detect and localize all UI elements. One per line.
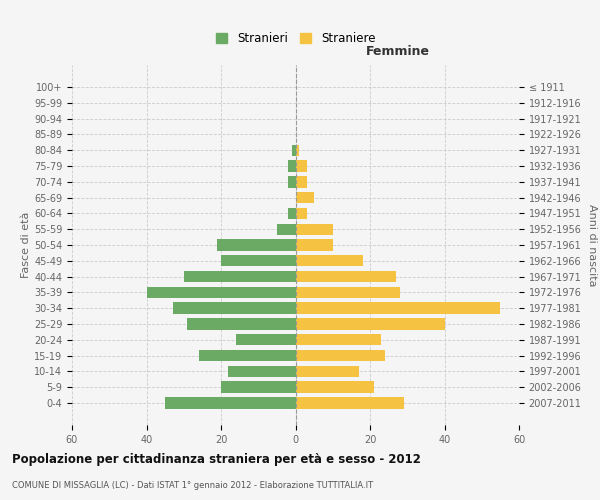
Bar: [296, 398, 404, 408]
Bar: [199, 350, 296, 362]
Bar: [296, 240, 333, 250]
Bar: [296, 224, 333, 235]
Bar: [296, 334, 381, 345]
Bar: [296, 208, 307, 219]
Bar: [296, 302, 500, 314]
Bar: [296, 286, 400, 298]
Bar: [288, 160, 296, 172]
Bar: [165, 398, 296, 408]
Bar: [296, 318, 445, 330]
Bar: [187, 318, 296, 330]
Bar: [296, 176, 307, 188]
Bar: [296, 192, 314, 203]
Bar: [277, 224, 296, 235]
Bar: [229, 366, 296, 377]
Legend: Stranieri, Straniere: Stranieri, Straniere: [211, 28, 380, 50]
Bar: [296, 255, 362, 266]
Bar: [288, 176, 296, 188]
Bar: [296, 144, 299, 156]
Bar: [146, 286, 296, 298]
Bar: [184, 271, 296, 282]
Text: COMUNE DI MISSAGLIA (LC) - Dati ISTAT 1° gennaio 2012 - Elaborazione TUTTITALIA.: COMUNE DI MISSAGLIA (LC) - Dati ISTAT 1°…: [12, 481, 373, 490]
Bar: [296, 366, 359, 377]
Bar: [296, 160, 307, 172]
Text: Popolazione per cittadinanza straniera per età e sesso - 2012: Popolazione per cittadinanza straniera p…: [12, 452, 421, 466]
Bar: [221, 382, 296, 393]
Bar: [296, 271, 396, 282]
Bar: [296, 350, 385, 362]
Bar: [221, 255, 296, 266]
Text: Femmine: Femmine: [367, 45, 430, 58]
Bar: [173, 302, 296, 314]
Bar: [236, 334, 296, 345]
Bar: [292, 144, 296, 156]
Bar: [288, 208, 296, 219]
Y-axis label: Anni di nascita: Anni di nascita: [587, 204, 597, 286]
Y-axis label: Fasce di età: Fasce di età: [21, 212, 31, 278]
Bar: [296, 382, 374, 393]
Bar: [217, 240, 296, 250]
